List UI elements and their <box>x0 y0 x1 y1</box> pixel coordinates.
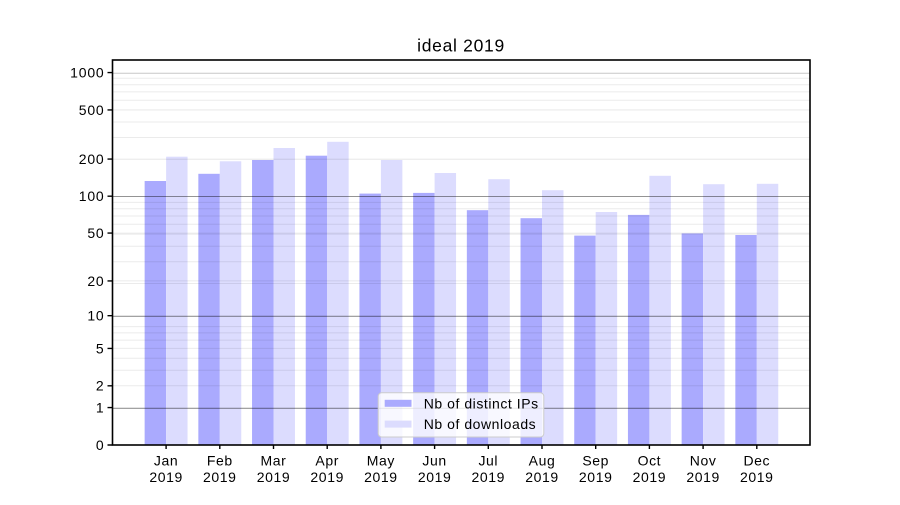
svg-text:2019: 2019 <box>579 469 613 485</box>
svg-text:2: 2 <box>96 378 105 394</box>
svg-text:May: May <box>367 453 395 469</box>
svg-text:Apr: Apr <box>315 453 339 469</box>
svg-text:2019: 2019 <box>257 469 291 485</box>
svg-text:Jun: Jun <box>422 453 446 469</box>
svg-text:2019: 2019 <box>203 469 237 485</box>
svg-text:Dec: Dec <box>743 453 770 469</box>
svg-text:50: 50 <box>87 225 104 241</box>
svg-text:20: 20 <box>87 273 104 289</box>
svg-text:200: 200 <box>79 151 105 167</box>
svg-text:1000: 1000 <box>70 65 104 81</box>
svg-text:2019: 2019 <box>525 469 559 485</box>
svg-text:Jul: Jul <box>478 453 498 469</box>
svg-text:Sep: Sep <box>582 453 609 469</box>
svg-text:2019: 2019 <box>149 469 183 485</box>
svg-text:Mar: Mar <box>261 453 287 469</box>
svg-text:2019: 2019 <box>633 469 667 485</box>
svg-text:Oct: Oct <box>638 453 662 469</box>
svg-text:5: 5 <box>96 340 105 356</box>
svg-text:1: 1 <box>96 400 105 416</box>
svg-text:2019: 2019 <box>472 469 506 485</box>
svg-text:2019: 2019 <box>418 469 452 485</box>
svg-text:100: 100 <box>79 188 105 204</box>
svg-text:10: 10 <box>87 308 104 324</box>
svg-text:ideal 2019: ideal 2019 <box>417 36 505 56</box>
svg-text:Nov: Nov <box>690 453 717 469</box>
svg-text:Nb of distinct IPs: Nb of distinct IPs <box>424 395 539 411</box>
svg-text:0: 0 <box>96 437 105 453</box>
svg-text:2019: 2019 <box>740 469 774 485</box>
svg-text:Nb of downloads: Nb of downloads <box>424 416 537 432</box>
svg-text:2019: 2019 <box>686 469 720 485</box>
svg-text:500: 500 <box>79 102 105 118</box>
svg-text:2019: 2019 <box>364 469 398 485</box>
svg-text:Feb: Feb <box>207 453 233 469</box>
svg-text:2019: 2019 <box>310 469 344 485</box>
svg-text:Aug: Aug <box>529 453 556 469</box>
svg-text:Jan: Jan <box>154 453 178 469</box>
